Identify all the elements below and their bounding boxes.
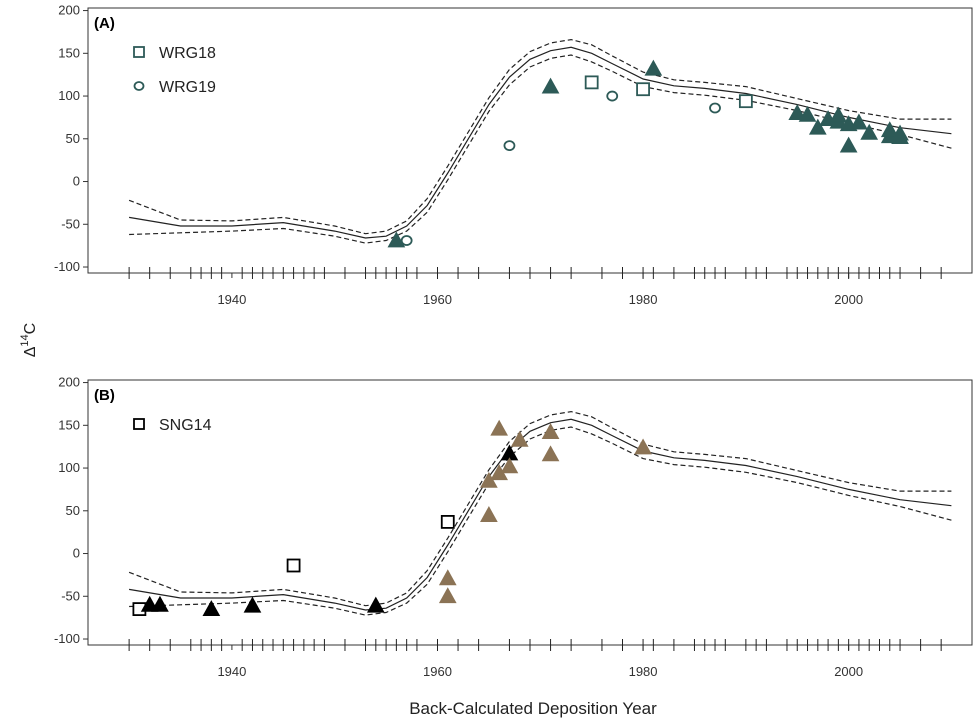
- legend-label: WRG19: [159, 79, 216, 96]
- triangle-point: [880, 121, 899, 138]
- legend-circle-icon: [133, 81, 145, 91]
- triangle-point: [510, 430, 529, 447]
- panel-label: (B): [94, 387, 115, 404]
- triangle-point: [490, 419, 509, 436]
- square-point: [738, 94, 753, 109]
- curve-lower-band: [129, 54, 952, 244]
- y-tick-label: 0: [73, 546, 80, 561]
- circle-point: [400, 235, 413, 246]
- y-tick-label: -100: [54, 259, 80, 274]
- triangle-point: [808, 118, 827, 135]
- triangle-point: [788, 104, 807, 121]
- triangle-point: [366, 596, 385, 613]
- x-tick-label: 1980: [629, 292, 658, 307]
- y-tick-label: 100: [58, 88, 80, 103]
- legend-label: WRG18: [159, 45, 216, 62]
- curve-mean: [129, 46, 952, 239]
- y-tick-label: 200: [58, 375, 80, 390]
- curve-mean: [129, 418, 952, 611]
- triangle-point: [860, 123, 879, 140]
- panel-a: -100 -50 0 50 100 150 200 1940 1960 1980 2000 (A) WR…: [54, 3, 973, 307]
- square-point: [584, 75, 599, 90]
- curve-lower-band: [129, 426, 952, 616]
- curve-upper-band: [128, 410, 952, 607]
- legend-square-icon: [133, 418, 145, 430]
- x-tick-label: 2000: [834, 664, 863, 679]
- x-tick-label: 1980: [629, 664, 658, 679]
- triangle-point: [480, 506, 498, 522]
- plot-frame: [87, 7, 973, 274]
- triangle-point: [839, 136, 858, 153]
- y-tick-label: -50: [61, 216, 80, 231]
- panel-label: (A): [94, 15, 115, 32]
- curve-upper-band: [128, 38, 952, 235]
- y-tick-label: -100: [54, 631, 80, 646]
- y-tick-label: -50: [61, 588, 80, 603]
- triangle-point: [202, 600, 221, 616]
- y-tick-label: 200: [58, 3, 80, 18]
- triangle-point: [891, 128, 909, 144]
- triangle-point: [541, 423, 560, 440]
- triangle-point: [850, 113, 868, 130]
- legend-square-icon: [133, 46, 145, 58]
- x-axis-title: Back-Calculated Deposition Year: [409, 699, 657, 718]
- square-point: [440, 515, 455, 529]
- y-tick-label: 50: [66, 131, 80, 146]
- y-tick-label: 0: [73, 174, 80, 189]
- x-tick-label: 1940: [217, 664, 246, 679]
- triangle-point: [541, 77, 560, 94]
- x-tick-label: 2000: [834, 292, 863, 307]
- triangle-point: [438, 587, 457, 604]
- triangle-point: [387, 231, 406, 248]
- triangle-point: [644, 59, 663, 76]
- circle-point: [503, 140, 516, 152]
- triangle-point: [829, 106, 848, 123]
- legend-label: SNG14: [159, 417, 212, 434]
- x-tick-label: 1960: [423, 664, 452, 679]
- triangle-point: [798, 105, 817, 122]
- square-point: [286, 558, 301, 573]
- triangle-point: [541, 445, 560, 462]
- y-tick-label: 100: [58, 460, 80, 475]
- triangle-point: [438, 569, 457, 586]
- y-tick-label: 50: [66, 503, 80, 518]
- x-tick-label: 1940: [217, 292, 246, 307]
- x-tick-label: 1960: [423, 292, 452, 307]
- square-point: [636, 82, 650, 97]
- triangle-point: [151, 595, 169, 612]
- triangle-point: [500, 457, 519, 474]
- circle-point: [709, 102, 721, 114]
- circle-point: [606, 90, 619, 102]
- y-tick-label: 150: [58, 45, 80, 60]
- y-axis-title: Δ14C: [19, 323, 39, 358]
- triangle-point: [243, 596, 262, 613]
- y-tick-label: 150: [58, 417, 80, 432]
- plot-frame: [87, 379, 973, 646]
- triangle-point: [634, 438, 652, 455]
- panel-b: -100 -50 0 50 100 150 200 1940 1960 1980 2000 (B) SN…: [54, 375, 973, 679]
